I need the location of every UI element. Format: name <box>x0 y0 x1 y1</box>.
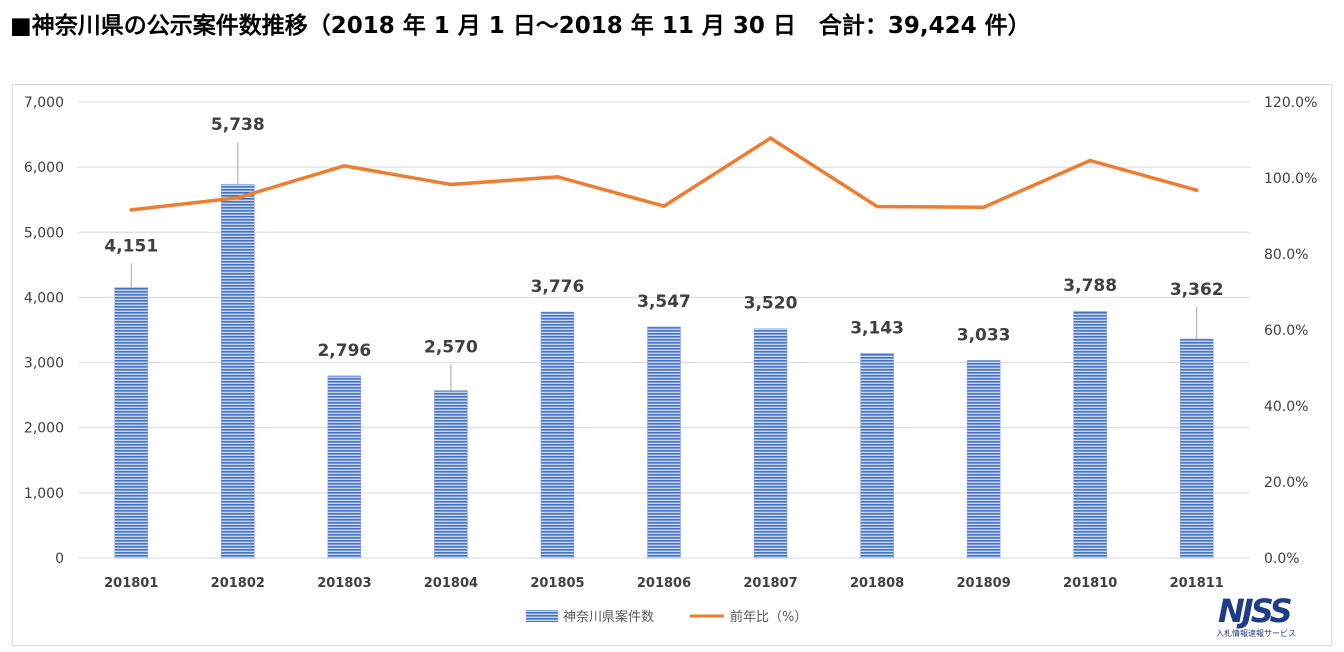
x-tick-label: 201801 <box>104 576 158 591</box>
bar <box>221 183 255 559</box>
y-left-tick-label: 4,000 <box>24 290 64 306</box>
bar-data-label: 3,547 <box>637 292 691 312</box>
bar-data-label: 2,570 <box>424 338 478 358</box>
bar-data-label: 3,143 <box>850 318 904 338</box>
bar-data-label: 3,033 <box>957 325 1011 345</box>
line-series <box>129 136 1199 212</box>
bar <box>1179 338 1214 559</box>
logo-wordmark: NJSS <box>1218 592 1293 630</box>
page-title: ■神奈川県の公示案件数推移（2018 年 1 月 1 日～2018 年 11 月… <box>10 13 1031 39</box>
x-tick-label: 201804 <box>424 576 478 591</box>
leader-lines <box>130 142 1198 391</box>
line-point <box>768 136 773 140</box>
line-point <box>1194 188 1199 192</box>
y-left-tick-label: 6,000 <box>24 160 64 176</box>
y-right-tick-label: 120.0% <box>1264 95 1317 111</box>
bar <box>860 353 894 559</box>
y-right-tick-label: 0.0% <box>1264 551 1300 567</box>
legend: 神奈川県案件数 前年比（%） <box>526 609 807 625</box>
line-point <box>129 208 134 212</box>
bar-data-label: 4,151 <box>104 237 158 257</box>
bar <box>753 328 788 559</box>
line-point <box>1088 158 1092 163</box>
y-right-tick-label: 80.0% <box>1264 247 1308 263</box>
bar <box>540 311 575 559</box>
bar <box>327 375 362 559</box>
y-right-tick-label: 100.0% <box>1264 171 1317 187</box>
bar <box>114 287 149 559</box>
bar-data-label: 3,520 <box>744 294 798 314</box>
line-point <box>555 175 560 179</box>
x-tick-label: 201809 <box>956 576 1010 591</box>
bar-data-label: 2,796 <box>317 341 371 361</box>
legend-label-bar: 神奈川県案件数 <box>563 610 654 625</box>
x-tick-label: 201810 <box>1063 576 1117 591</box>
bar-data-label: 3,776 <box>531 277 585 297</box>
y-right-tick-label: 60.0% <box>1264 323 1308 339</box>
y-left-tick-label: 7,000 <box>24 95 64 111</box>
legend-label-line: 前年比（%） <box>730 609 807 625</box>
x-tick-label: 201805 <box>530 576 584 591</box>
bar-data-label: 3,788 <box>1063 276 1117 296</box>
line-point <box>449 182 453 187</box>
x-tick-label: 201803 <box>317 576 371 591</box>
y-left-tick-label: 3,000 <box>24 356 64 372</box>
bar <box>966 360 1001 559</box>
njss-logo: NJSS 入札情報速報サービス <box>1212 592 1322 648</box>
line-path <box>129 136 1199 212</box>
legend-swatch-bar <box>526 610 558 622</box>
bar-series <box>114 183 1214 559</box>
y-left-tick-label: 0 <box>55 551 64 567</box>
gridlines <box>78 101 1250 559</box>
x-tick-label: 201806 <box>637 576 691 591</box>
data-labels: 4,151 5,738 2,796 2,570 3,776 3,547 3,520 3,143… <box>104 115 1223 361</box>
line-point <box>342 164 347 168</box>
x-tick-label: 201802 <box>211 576 265 591</box>
x-tick-label: 201808 <box>850 576 904 591</box>
bar-data-label: 5,738 <box>211 115 265 135</box>
bar <box>647 326 681 559</box>
y-left-tick-label: 5,000 <box>24 225 64 241</box>
bar <box>434 390 468 559</box>
logo-subtitle: 入札情報速報サービス <box>1216 629 1296 638</box>
line-point <box>662 204 666 208</box>
bar-data-label: 3,362 <box>1170 280 1224 300</box>
chart-frame <box>12 84 1332 646</box>
y-left-tick-label: 1,000 <box>24 486 64 502</box>
line-point <box>981 205 986 210</box>
x-tick-label: 201811 <box>1170 576 1224 591</box>
axes: 0 1,000 2,000 3,000 4,000 5,000 6,000 7,000 0.0%… <box>24 95 1317 591</box>
bar <box>1073 310 1107 559</box>
y-right-tick-label: 20.0% <box>1264 475 1308 491</box>
line-point <box>875 204 879 209</box>
y-left-tick-label: 2,000 <box>24 421 64 437</box>
y-right-tick-label: 40.0% <box>1264 399 1308 415</box>
x-tick-label: 201807 <box>743 576 797 591</box>
line-point <box>236 195 240 200</box>
